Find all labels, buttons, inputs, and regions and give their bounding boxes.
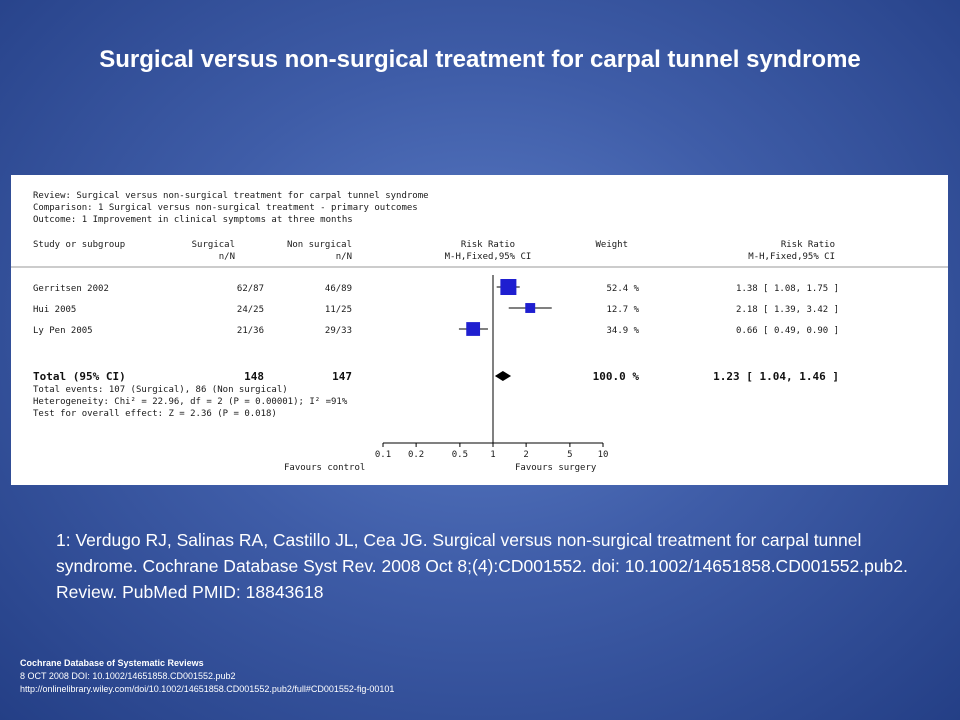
favours-control-label: Favours control (284, 463, 365, 473)
study-weight: 12.7 % (606, 305, 639, 315)
col-surgical-sub: n/N (219, 252, 235, 262)
study-rr: 0.66 [ 0.49, 0.90 ] (736, 326, 839, 336)
comparison-line: Comparison: 1 Surgical versus non-surgic… (33, 203, 418, 213)
col-rr-plot-sub: M-H,Fixed,95% CI (445, 252, 532, 262)
source-date-doi: 8 OCT 2008 DOI: 10.1002/14651858.CD00155… (20, 671, 236, 681)
x-tick-label: 0.5 (452, 450, 468, 460)
source-journal: Cochrane Database of Systematic Reviews (20, 658, 204, 668)
slide-title: Surgical versus non-surgical treatment f… (99, 46, 861, 73)
total-surgical: 148 (244, 370, 264, 383)
col-rr-plot-header: Risk Ratio (461, 240, 515, 250)
col-nonsurgical-sub: n/N (336, 252, 352, 262)
total-row: Total (95% CI) 148 147 100.0 % 1.23 [ 1.… (33, 370, 839, 383)
study-row: Ly Pen 2005 21/36 29/33 34.9 % 0.66 [ 0.… (33, 326, 839, 336)
study-row: Gerritsen 2002 62/87 46/89 52.4 % 1.38 [… (33, 284, 839, 294)
outcome-line: Outcome: 1 Improvement in clinical sympt… (33, 215, 353, 225)
pooled-diamond (494, 371, 512, 381)
study-surgical: 24/25 (237, 305, 264, 315)
study-name: Gerritsen 2002 (33, 284, 109, 294)
study-name: Hui 2005 (33, 305, 76, 315)
source-url[interactable]: http://onlinelibrary.wiley.com/doi/10.10… (20, 684, 395, 694)
study-name: Ly Pen 2005 (33, 326, 93, 336)
effect-marker (466, 322, 481, 336)
x-tick-label: 0.2 (408, 450, 424, 460)
study-surgical: 62/87 (237, 284, 264, 294)
study-rr: 1.38 [ 1.08, 1.75 ] (736, 284, 839, 294)
study-rr: 2.18 [ 1.39, 3.42 ] (736, 305, 839, 315)
study-weight: 34.9 % (606, 326, 639, 336)
forest-plot-svg: Review: Surgical versus non-surgical tre… (11, 191, 948, 473)
col-surgical-header: Surgical (192, 240, 235, 250)
review-line: Review: Surgical versus non-surgical tre… (33, 191, 429, 201)
x-tick-label: 2 (523, 450, 528, 460)
effect-marker (525, 303, 536, 313)
study-row: Hui 2005 24/25 11/25 12.7 % 2.18 [ 1.39,… (33, 305, 839, 315)
study-weight: 52.4 % (606, 284, 639, 294)
col-weight-header: Weight (595, 240, 628, 250)
source-note: Cochrane Database of Systematic Reviews … (20, 657, 920, 696)
col-rr-sub: M-H,Fixed,95% CI (748, 252, 835, 262)
footnote-heterogeneity: Heterogeneity: Chi² = 22.96, df = 2 (P =… (33, 397, 348, 407)
x-tick-label: 1 (490, 450, 495, 460)
favours-surgery-label: Favours surgery (515, 463, 597, 473)
total-rr: 1.23 [ 1.04, 1.46 ] (713, 370, 839, 383)
study-nonsurgical: 11/25 (325, 305, 352, 315)
plot-area: Favours control Favours surgery 0.1 0.2 0.… (284, 275, 608, 473)
footnote-overall-effect: Test for overall effect: Z = 2.36 (P = 0… (33, 409, 277, 419)
total-nonsurgical: 147 (332, 370, 352, 383)
study-nonsurgical: 29/33 (325, 326, 352, 336)
study-nonsurgical: 46/89 (325, 284, 352, 294)
citation-text: 1: Verdugo RJ, Salinas RA, Castillo JL, … (56, 530, 908, 602)
x-tick-label: 5 (567, 450, 572, 460)
total-weight: 100.0 % (593, 370, 640, 383)
x-tick-label: 10 (598, 450, 609, 460)
forest-plot-figure: Review: Surgical versus non-surgical tre… (11, 175, 948, 485)
col-study-header: Study or subgroup (33, 240, 125, 250)
col-nonsurgical-header: Non surgical (287, 240, 352, 250)
x-tick-label: 0.1 (375, 450, 391, 460)
effect-marker (500, 279, 517, 295)
col-rr-header: Risk Ratio (781, 240, 835, 250)
total-name: Total (95% CI) (33, 370, 126, 383)
footnote-events: Total events: 107 (Surgical), 86 (Non su… (33, 385, 288, 395)
study-surgical: 21/36 (237, 326, 264, 336)
